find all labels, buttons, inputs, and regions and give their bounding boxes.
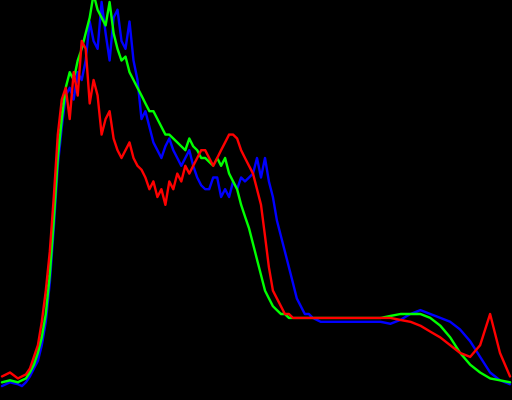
series-line-0 (0, 0, 512, 388)
series-layer (0, 0, 512, 388)
series-line-2 (0, 39, 512, 380)
